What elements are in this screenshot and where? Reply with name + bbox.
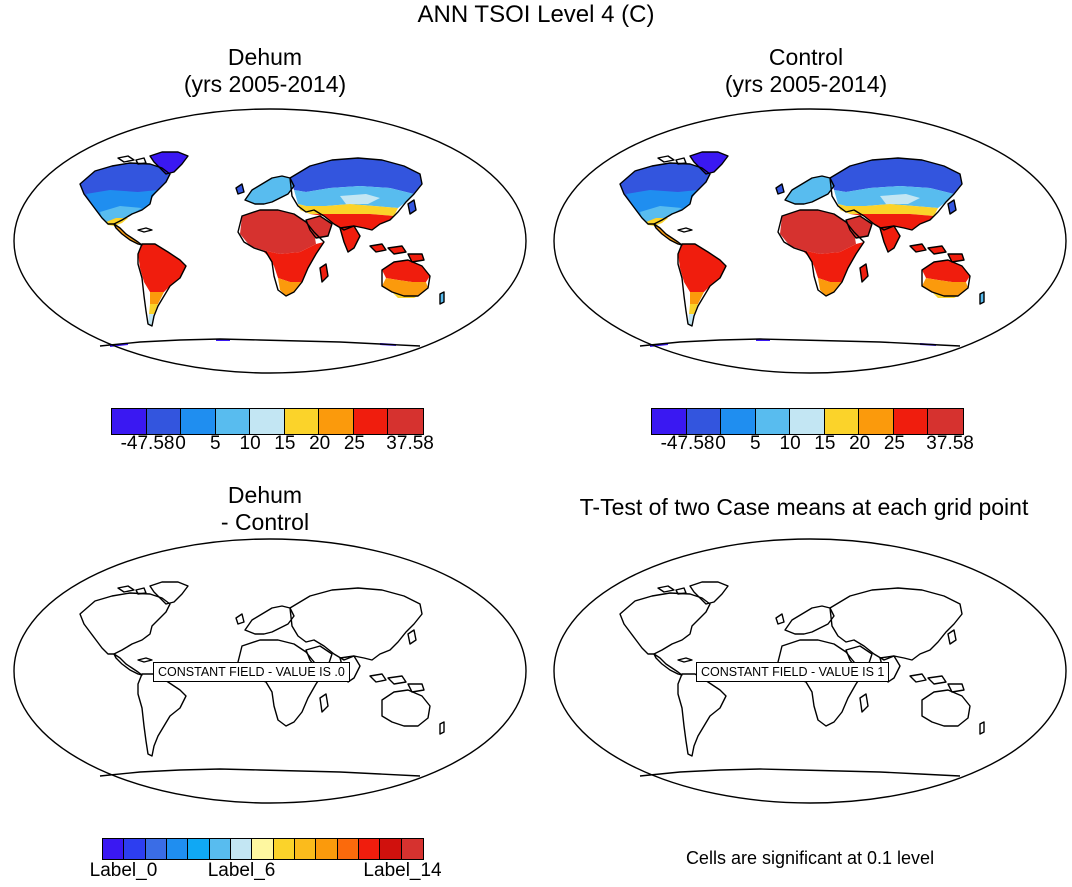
- map-boundary: [13, 538, 527, 804]
- colorbar-tick-label: 37.58: [926, 433, 974, 454]
- colorbar-swatch: [273, 839, 295, 859]
- colorbar-tick-label: 10: [239, 433, 261, 454]
- map-dehum: [13, 108, 527, 374]
- colorbar-swatch: [755, 409, 791, 434]
- colorbar-tick-label: 37.58: [386, 433, 434, 454]
- panel-title-line: Dehum: [227, 44, 303, 70]
- panel-title-control: Control (yrs 2005-2014): [636, 44, 976, 98]
- colorbar-control: [651, 408, 964, 435]
- colorbar-swatch: [188, 839, 210, 859]
- map-difference: [13, 538, 527, 804]
- colorbar-tick-label: 5: [210, 433, 221, 454]
- colorbar-swatch: [181, 409, 216, 434]
- colorbar-swatch: [928, 409, 963, 434]
- colorbar-swatch: [112, 409, 147, 434]
- colorbar-swatch: [380, 839, 402, 859]
- colorbar-swatch: [358, 839, 381, 859]
- colorbar-swatch: [401, 839, 423, 859]
- colorbar-swatch: [721, 409, 756, 434]
- colorbar-tick-label: 15: [814, 433, 836, 454]
- colorbar-swatch: [230, 839, 253, 859]
- colorbar-dehum: [111, 408, 424, 435]
- colorbar-swatch: [893, 409, 929, 434]
- map-boundary: [553, 108, 1067, 374]
- constant-field-message: CONSTANT FIELD - VALUE IS .0: [153, 662, 350, 682]
- colorbar-swatch: [145, 839, 167, 859]
- map-control: [553, 108, 1067, 374]
- map-boundary: [553, 538, 1067, 804]
- colorbar-tick-label: 0: [175, 433, 186, 454]
- constant-field-message: CONSTANT FIELD - VALUE IS 1: [696, 662, 890, 682]
- colorbar-swatch: [294, 839, 317, 859]
- panel-title-line: (yrs 2005-2014): [724, 71, 888, 97]
- colorbar-swatch: [353, 409, 389, 434]
- colorbar-tick-label: Label_0: [89, 860, 158, 881]
- colorbar-swatch: [859, 409, 894, 434]
- colorbar-swatch: [209, 839, 231, 859]
- figure-title: ANN TSOI Level 4 (C): [417, 1, 655, 28]
- colorbar-tick-label: 25: [883, 433, 906, 454]
- colorbar-swatch: [319, 409, 354, 434]
- colorbar-difference: [102, 838, 424, 860]
- colorbar-swatch: [250, 409, 285, 434]
- colorbar-swatch: [252, 839, 274, 859]
- colorbar-swatch: [103, 839, 125, 859]
- colorbar-swatch: [215, 409, 251, 434]
- colorbar-tick-label: 5: [750, 433, 761, 454]
- colorbar-swatch: [686, 409, 722, 434]
- colorbar-tick-label: 20: [849, 433, 871, 454]
- panel-title-line: Control: [768, 44, 844, 70]
- colorbar-tick-label: -47.58: [660, 433, 715, 454]
- colorbar-swatch: [124, 839, 146, 859]
- colorbar-tick-label: 10: [779, 433, 801, 454]
- colorbar-swatch: [652, 409, 687, 434]
- colorbar-tick-label: -47.58: [120, 433, 175, 454]
- colorbar-tick-label: 20: [309, 433, 331, 454]
- colorbar-swatch: [284, 409, 320, 434]
- colorbar-swatch: [146, 409, 182, 434]
- colorbar-swatch: [388, 409, 423, 434]
- colorbar-swatch: [790, 409, 825, 434]
- colorbar-tick-label: Label_14: [363, 860, 442, 881]
- colorbar-swatch: [824, 409, 860, 434]
- panel-title-line: - Control: [220, 509, 310, 535]
- colorbar-swatch: [166, 839, 189, 859]
- panel-title-line: (yrs 2005-2014): [183, 71, 347, 97]
- colorbar-tick-label: 0: [715, 433, 726, 454]
- colorbar-tick-label: 25: [343, 433, 366, 454]
- colorbar-tick-label: 15: [274, 433, 296, 454]
- map-ttest: [553, 538, 1067, 804]
- colorbar-swatch: [316, 839, 338, 859]
- panel-title-ttest: T-Test of two Case means at each grid po…: [579, 494, 1029, 520]
- colorbar-swatch: [337, 839, 359, 859]
- panel-title-line: Dehum: [227, 482, 303, 508]
- panel-title-dehum: Dehum (yrs 2005-2014): [95, 44, 435, 98]
- panel-title-difference: Dehum - Control: [95, 482, 435, 536]
- significance-note: Cells are significant at 0.1 level: [685, 848, 935, 868]
- colorbar-tick-label: Label_6: [207, 860, 276, 881]
- map-boundary: [13, 108, 527, 374]
